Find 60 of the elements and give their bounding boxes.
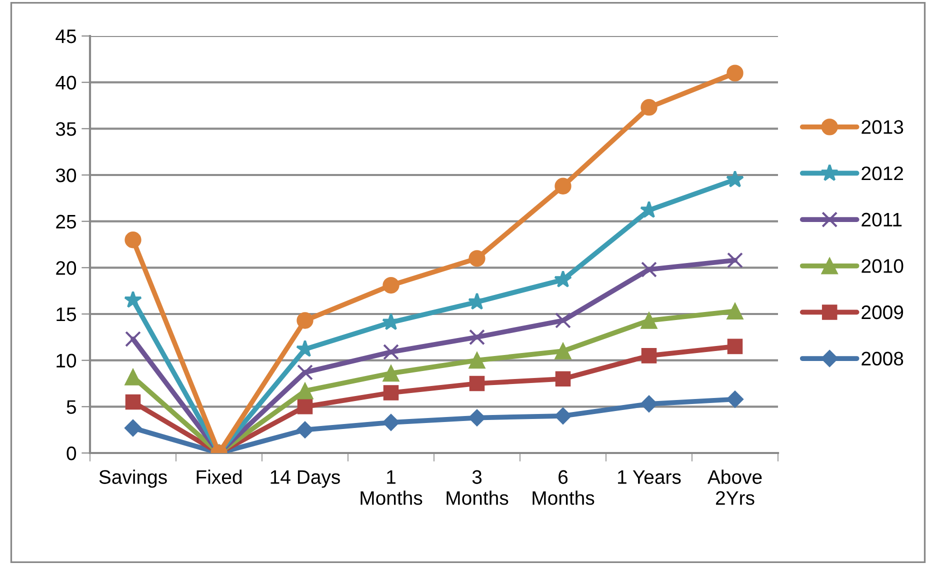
point — [296, 421, 314, 438]
point — [297, 399, 313, 414]
legend-label: 2013 — [862, 120, 904, 134]
x-tick-label: 1 Years — [618, 470, 681, 484]
point — [641, 348, 657, 364]
y-tick-label: 20 — [56, 261, 76, 275]
y-tick-label: 25 — [56, 214, 76, 229]
point — [383, 344, 399, 360]
point — [382, 414, 400, 431]
point — [726, 64, 744, 82]
x-tick-label: 6 Months — [532, 470, 594, 505]
point — [383, 385, 399, 400]
point — [554, 342, 572, 360]
y-tick-label: 40 — [56, 76, 76, 90]
point — [727, 338, 743, 354]
point — [124, 290, 142, 308]
y-tick-label: 10 — [56, 354, 76, 368]
point — [469, 329, 485, 346]
x-tick-label: 3 Months — [446, 470, 508, 505]
point — [726, 170, 744, 188]
point — [726, 302, 744, 320]
y-tick-label: 35 — [56, 122, 76, 136]
y-tick-label: 15 — [56, 308, 76, 322]
point — [555, 312, 571, 328]
point — [640, 395, 658, 412]
point — [124, 419, 142, 437]
point — [382, 364, 400, 382]
point — [641, 262, 657, 278]
point — [554, 178, 572, 194]
point — [296, 312, 314, 329]
point — [296, 382, 314, 400]
point — [554, 270, 572, 288]
x-tick-label: Above 2Yrs — [707, 470, 762, 505]
point — [468, 352, 486, 369]
point — [125, 331, 141, 348]
x-tick-label: Savings — [99, 470, 167, 488]
y-tick-label: 45 — [56, 30, 76, 44]
point — [554, 407, 572, 424]
y-tick-label: 0 — [66, 446, 76, 460]
point — [468, 250, 486, 267]
legend-label: 2011 — [862, 212, 902, 227]
point — [382, 276, 400, 294]
point — [124, 232, 142, 248]
point — [640, 312, 658, 329]
x-tick-label: Fixed — [196, 470, 242, 484]
y-tick-label: 30 — [56, 168, 76, 182]
x-tick-label: 1 Months — [360, 470, 422, 505]
legend-label: 2012 — [862, 166, 903, 180]
point — [469, 376, 485, 392]
x-tick-label: 14 Days — [270, 470, 340, 488]
point — [640, 99, 658, 116]
point — [297, 364, 313, 380]
legend-label: 2008 — [862, 352, 904, 366]
point — [125, 394, 141, 410]
point — [555, 371, 571, 387]
legend-label: 2010 — [862, 259, 904, 273]
point — [727, 252, 743, 268]
legend-label: 2009 — [862, 305, 904, 320]
point — [726, 390, 744, 408]
y-tick-label: 5 — [66, 400, 76, 414]
